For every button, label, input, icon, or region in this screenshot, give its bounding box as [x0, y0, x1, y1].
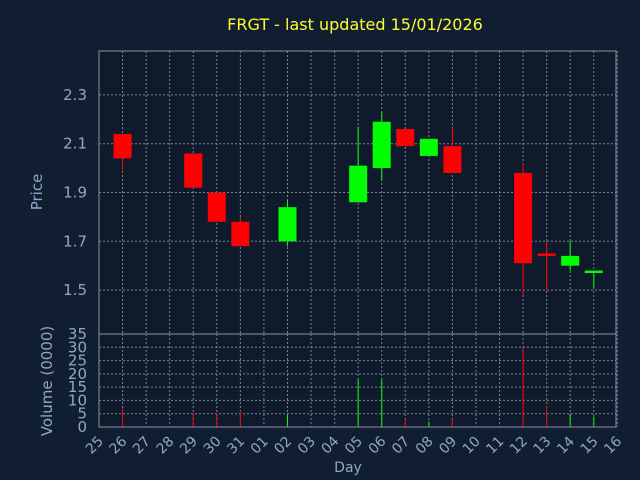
price-tick-label: 1.9: [63, 184, 87, 202]
candle-body: [584, 270, 603, 274]
candle-body: [396, 129, 415, 147]
price-y-ticks: 1.5 1.7 1.9 2.1 2.3: [63, 86, 87, 299]
price-candles: [113, 111, 603, 295]
x-axis-label: Day: [334, 460, 362, 476]
candle-body: [349, 165, 368, 203]
candle-body: [278, 207, 297, 242]
volume-axis-label: Volume (0000): [38, 326, 56, 436]
volume-tick-label: 25: [68, 352, 87, 370]
volume-tick-label: 10: [68, 391, 87, 409]
candle-body: [514, 172, 533, 264]
price-tick-label: 1.5: [63, 281, 87, 299]
chart-title: FRGT - last updated 15/01/2026: [227, 15, 483, 34]
price-grid: [99, 51, 618, 334]
candle-body: [443, 146, 462, 173]
volume-bars: [122, 347, 595, 427]
candle-body: [113, 133, 132, 159]
volume-tick-label: 30: [68, 338, 87, 356]
volume-tick-label: 0: [77, 418, 87, 436]
candle-body: [207, 192, 226, 222]
volume-tick-label: 15: [68, 378, 87, 396]
volume-tick-label: 35: [68, 325, 87, 343]
x-axis-ticks: 25 26 27 28 29 30 31 01 02 03 04 05 06 07 08 09 10 11 12 13…: [83, 433, 625, 457]
candle-body: [561, 255, 580, 266]
candle-body: [537, 253, 556, 256]
volume-plot-area: [99, 334, 616, 427]
price-tick-label: 2.1: [63, 135, 87, 153]
price-tick-label: 1.7: [63, 232, 87, 250]
volume-tick-label: 5: [77, 405, 87, 423]
volume-frame: [98, 333, 617, 428]
price-tick-label: 2.3: [63, 86, 87, 104]
volume-tick-label: 20: [68, 365, 87, 383]
candle-body: [419, 138, 438, 156]
candle-body: [231, 221, 250, 247]
price-axis-label: Price: [28, 174, 46, 211]
candle-body: [372, 121, 391, 169]
price-panel: 1.5 1.7 1.9 2.1 2.3 Price: [28, 50, 618, 335]
candle-body: [184, 153, 203, 188]
